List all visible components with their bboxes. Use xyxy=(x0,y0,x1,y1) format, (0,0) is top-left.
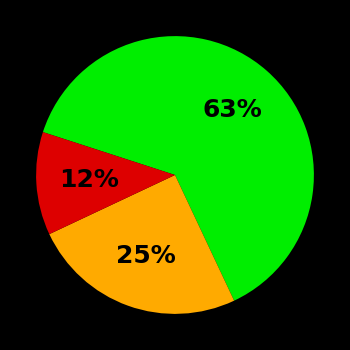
Wedge shape xyxy=(43,36,314,301)
Text: 12%: 12% xyxy=(59,168,119,192)
Wedge shape xyxy=(36,132,175,234)
Text: 63%: 63% xyxy=(202,98,262,122)
Text: 25%: 25% xyxy=(116,244,176,268)
Wedge shape xyxy=(49,175,234,314)
